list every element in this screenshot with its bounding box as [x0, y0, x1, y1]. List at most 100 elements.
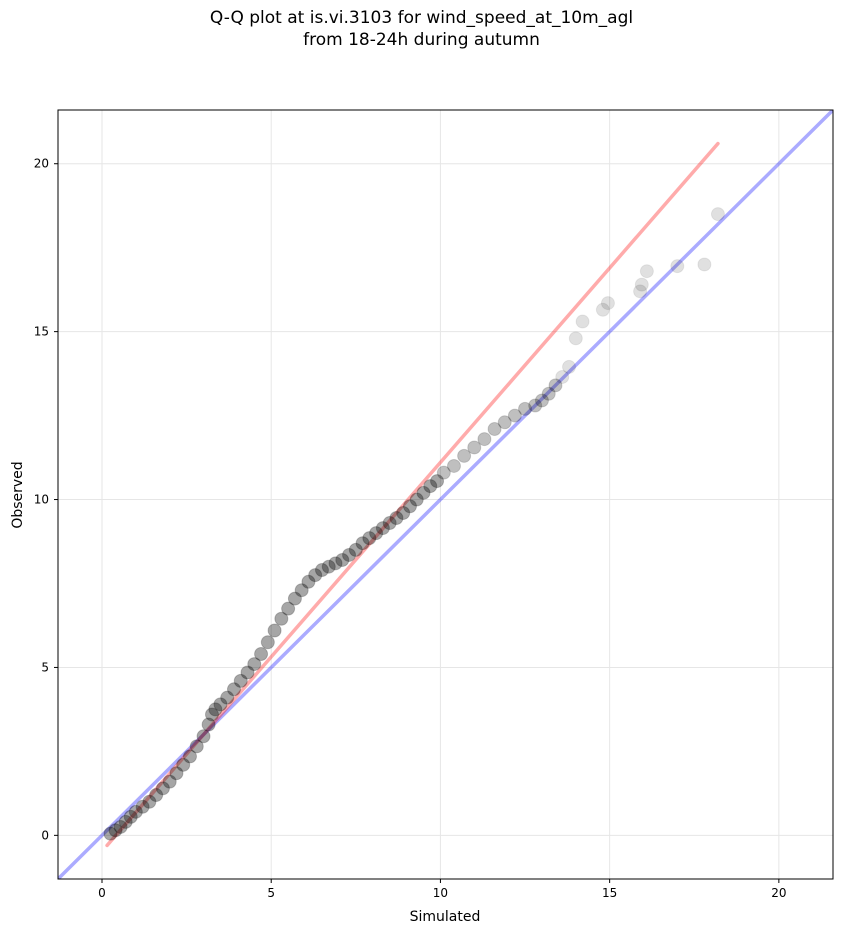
- data-point: [149, 788, 164, 803]
- reference-lines: [58, 110, 833, 879]
- data-point: [260, 635, 275, 650]
- data-point: [534, 393, 549, 408]
- data-point: [409, 492, 424, 507]
- y-tick-label: 5: [41, 660, 49, 674]
- x-tick-label: 10: [433, 886, 448, 900]
- data-point: [294, 583, 309, 598]
- data-point: [416, 485, 431, 500]
- data-point: [369, 526, 384, 541]
- data-point: [281, 601, 296, 616]
- data-point: [396, 505, 411, 520]
- data-point: [375, 521, 390, 536]
- data-point: [402, 499, 417, 514]
- y-tick-label: 15: [34, 325, 49, 339]
- data-point: [710, 207, 725, 222]
- data-point: [196, 729, 211, 744]
- chart-title-line-2: from 18-24h during autumn: [303, 30, 540, 50]
- data-point: [321, 559, 336, 574]
- data-point: [118, 814, 133, 829]
- x-axis-ticks: 0 5 10 15 20: [98, 879, 786, 900]
- data-point: [541, 386, 556, 401]
- chart-title-line-1: Q-Q plot at is.vi.3103 for wind_speed_at…: [209, 8, 634, 28]
- data-point: [142, 794, 157, 809]
- data-point: [487, 422, 502, 437]
- data-point: [247, 657, 262, 672]
- regression-line: [105, 141, 720, 848]
- y-tick-label: 20: [34, 157, 49, 171]
- data-points: [103, 207, 725, 841]
- x-tick-label: 20: [771, 886, 786, 900]
- data-point: [507, 408, 522, 423]
- x-tick-label: 15: [602, 886, 617, 900]
- data-point: [633, 284, 648, 299]
- data-point: [155, 781, 170, 796]
- data-point: [162, 774, 177, 789]
- data-point: [169, 766, 184, 781]
- data-point: [226, 682, 241, 697]
- x-tick-label: 0: [98, 886, 106, 900]
- data-point: [430, 474, 445, 489]
- data-point: [213, 697, 228, 712]
- data-point: [389, 511, 404, 526]
- grid-lines: [58, 110, 833, 879]
- data-point: [328, 556, 343, 571]
- data-point: [562, 359, 577, 374]
- data-point: [123, 809, 138, 824]
- plot-frame: [57, 109, 834, 880]
- y-axis-ticks: 0 5 10 15 20: [34, 157, 58, 842]
- x-tick-label: 5: [267, 886, 275, 900]
- data-point: [240, 665, 255, 680]
- data-point: [204, 707, 219, 722]
- data-point: [555, 369, 570, 384]
- data-point: [308, 568, 323, 583]
- data-point: [639, 264, 654, 279]
- data-point: [135, 799, 150, 814]
- data-point: [335, 552, 350, 567]
- data-point: [575, 314, 590, 329]
- y-tick-label: 10: [34, 493, 49, 507]
- x-axis-label: Simulated: [410, 909, 481, 925]
- data-point: [355, 536, 370, 551]
- data-point: [201, 717, 216, 732]
- data-point: [600, 296, 615, 311]
- identity-line: [58, 110, 833, 879]
- data-point: [108, 823, 123, 838]
- data-point: [287, 591, 302, 606]
- data-point: [436, 465, 451, 480]
- data-point: [477, 432, 492, 447]
- data-point: [233, 673, 248, 688]
- data-point: [382, 516, 397, 531]
- data-point: [595, 302, 610, 317]
- data-point: [128, 804, 143, 819]
- data-point: [568, 331, 583, 346]
- data-point: [274, 611, 289, 626]
- data-point: [267, 623, 282, 638]
- data-point: [446, 458, 461, 473]
- y-tick-label: 0: [41, 828, 49, 842]
- data-point: [254, 647, 269, 662]
- data-point: [670, 259, 685, 274]
- data-point: [528, 398, 543, 413]
- data-point: [189, 739, 204, 754]
- data-point: [362, 531, 377, 546]
- data-point: [314, 563, 329, 578]
- data-point: [423, 479, 438, 494]
- data-point: [113, 819, 128, 834]
- data-point: [208, 702, 223, 717]
- data-point: [548, 378, 563, 393]
- data-point: [497, 415, 512, 430]
- data-point: [301, 574, 316, 589]
- data-point: [342, 547, 357, 562]
- data-point: [467, 440, 482, 455]
- data-point: [457, 448, 472, 463]
- data-point: [518, 401, 533, 416]
- data-point: [220, 690, 235, 705]
- data-point: [348, 542, 363, 557]
- data-point: [697, 257, 712, 272]
- data-point: [176, 757, 191, 772]
- y-axis-label: Observed: [10, 461, 26, 528]
- data-point: [182, 749, 197, 764]
- data-point: [634, 277, 649, 292]
- data-point: [103, 826, 118, 841]
